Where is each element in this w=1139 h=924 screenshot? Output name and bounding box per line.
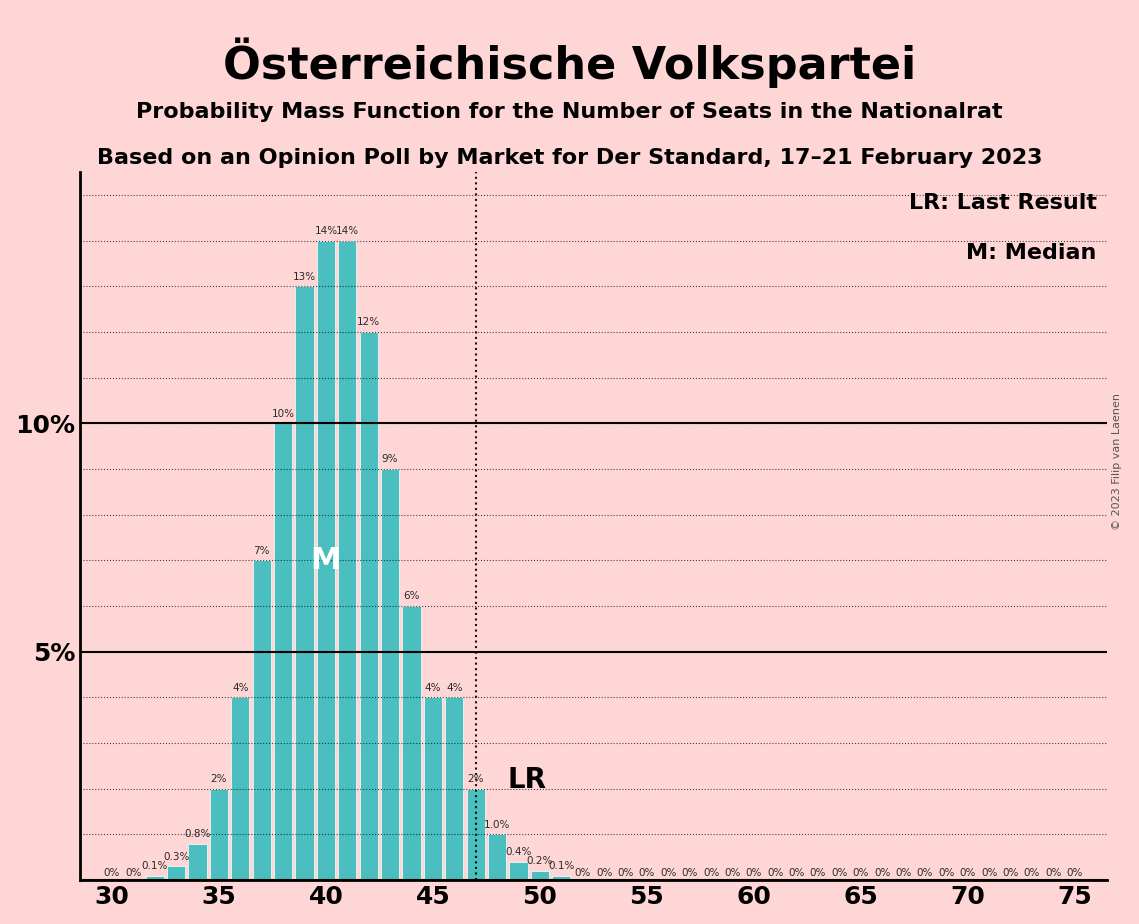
Text: 0.3%: 0.3% <box>163 852 189 862</box>
Text: LR: LR <box>508 766 547 794</box>
Text: 0%: 0% <box>788 868 805 878</box>
Text: © 2023 Filip van Laenen: © 2023 Filip van Laenen <box>1112 394 1122 530</box>
Text: 0%: 0% <box>681 868 698 878</box>
Bar <box>552 876 571 881</box>
Text: 0%: 0% <box>831 868 847 878</box>
Text: 14%: 14% <box>314 226 337 236</box>
Text: 0%: 0% <box>1066 868 1083 878</box>
Text: M: M <box>311 546 341 575</box>
Text: 0%: 0% <box>874 868 891 878</box>
Bar <box>531 871 549 881</box>
Text: 14%: 14% <box>336 226 359 236</box>
Text: 6%: 6% <box>403 591 420 602</box>
Bar <box>210 789 228 881</box>
Text: 0%: 0% <box>1046 868 1062 878</box>
Text: Based on an Opinion Poll by Market for Der Standard, 17–21 February 2023: Based on an Opinion Poll by Market for D… <box>97 148 1042 168</box>
Text: 0%: 0% <box>917 868 933 878</box>
Bar <box>253 560 271 881</box>
Text: 0%: 0% <box>125 868 141 878</box>
Text: 0.8%: 0.8% <box>185 829 211 839</box>
Bar <box>424 698 442 881</box>
Bar <box>167 867 186 881</box>
Bar <box>445 698 464 881</box>
Text: 1.0%: 1.0% <box>484 820 510 830</box>
Text: 0%: 0% <box>960 868 976 878</box>
Text: 9%: 9% <box>382 455 399 465</box>
Text: Österreichische Volkspartei: Österreichische Volkspartei <box>223 37 916 88</box>
Text: 0.2%: 0.2% <box>526 857 554 867</box>
Text: 0%: 0% <box>596 868 613 878</box>
Text: 0%: 0% <box>574 868 591 878</box>
Text: M: Median: M: Median <box>966 243 1097 263</box>
Text: 7%: 7% <box>254 546 270 556</box>
Bar <box>295 286 313 881</box>
Text: 0%: 0% <box>810 868 826 878</box>
Text: 4%: 4% <box>446 683 462 693</box>
Text: 2%: 2% <box>467 774 484 784</box>
Text: 0%: 0% <box>104 868 120 878</box>
Text: 0.4%: 0.4% <box>506 847 532 857</box>
Text: 2%: 2% <box>211 774 227 784</box>
Bar <box>402 606 420 881</box>
Bar <box>509 862 527 881</box>
Bar <box>231 698 249 881</box>
Text: 0%: 0% <box>661 868 677 878</box>
Text: 0.1%: 0.1% <box>141 861 167 871</box>
Text: LR: Last Result: LR: Last Result <box>909 193 1097 213</box>
Text: 0%: 0% <box>1002 868 1018 878</box>
Text: 0%: 0% <box>895 868 912 878</box>
Text: 0%: 0% <box>639 868 655 878</box>
Bar <box>360 332 378 881</box>
Text: 13%: 13% <box>293 272 317 282</box>
Text: 0%: 0% <box>853 868 869 878</box>
Text: 0%: 0% <box>703 868 719 878</box>
Bar <box>487 834 506 881</box>
Bar <box>188 844 206 881</box>
Text: 4%: 4% <box>232 683 248 693</box>
Text: 0%: 0% <box>767 868 784 878</box>
Bar <box>382 469 399 881</box>
Bar <box>467 789 485 881</box>
Text: 0%: 0% <box>746 868 762 878</box>
Bar <box>317 240 335 881</box>
Bar <box>146 876 164 881</box>
Text: 0.1%: 0.1% <box>548 861 574 871</box>
Bar <box>338 240 357 881</box>
Text: 0%: 0% <box>1024 868 1040 878</box>
Text: 4%: 4% <box>425 683 441 693</box>
Text: 0%: 0% <box>981 868 998 878</box>
Text: 10%: 10% <box>271 408 295 419</box>
Text: 0%: 0% <box>724 868 740 878</box>
Text: 0%: 0% <box>617 868 633 878</box>
Bar <box>274 423 293 881</box>
Text: 0%: 0% <box>939 868 954 878</box>
Text: 12%: 12% <box>358 318 380 327</box>
Text: Probability Mass Function for the Number of Seats in the Nationalrat: Probability Mass Function for the Number… <box>137 102 1002 122</box>
